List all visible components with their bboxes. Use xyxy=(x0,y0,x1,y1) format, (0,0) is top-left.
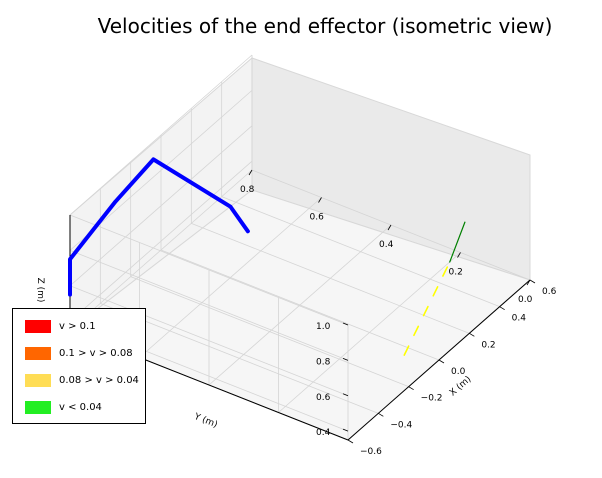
grid-line-y-floor-1 xyxy=(278,252,461,413)
z-tick-mark-0 xyxy=(342,428,349,432)
legend-label-yellow: 0.08 > v > 0.04 xyxy=(59,374,139,386)
legend-swatch-red xyxy=(25,319,51,333)
x-tick-mark-4 xyxy=(469,332,475,337)
y-tick-mark-0 xyxy=(526,279,531,286)
x-tick-mark-2 xyxy=(408,386,414,391)
grid-line-z-wallL-3 xyxy=(69,214,349,326)
z-tick-mark-2 xyxy=(342,358,349,361)
z-tick-mark-1 xyxy=(342,393,349,397)
z-tick-label-2: 0.8 xyxy=(316,357,331,367)
chart-legend: v > 0.1 0.1 > v > 0.08 0.08 > v > 0.04 v… xyxy=(12,308,146,424)
x-tick-mark-6 xyxy=(529,279,536,284)
x-tick-mark-1 xyxy=(378,412,384,417)
x-tick-mark-5 xyxy=(499,306,505,311)
z-axis-label: Z (m) xyxy=(35,278,45,303)
legend-item-orange: 0.1 > v > 0.08 xyxy=(25,346,133,360)
x-tick-label-0: −0.6 xyxy=(360,447,382,457)
x-tick-label-1: −0.4 xyxy=(390,420,412,430)
x-tick-label-2: −0.2 xyxy=(421,394,443,404)
z-tick-label-3: 1.0 xyxy=(316,322,331,332)
series-line-0 xyxy=(68,157,250,297)
y-tick-labels: 0.0 0.2 0.4 0.6 0.8 xyxy=(240,169,533,305)
z-tick-mark-3 xyxy=(342,322,349,326)
legend-item-green: v < 0.04 xyxy=(25,400,102,414)
chart-title: Velocities of the end effector (isometri… xyxy=(98,14,553,38)
y-tick-label-1: 0.2 xyxy=(449,268,463,278)
x-tick-mark-0 xyxy=(347,439,354,444)
grid-line-z-wallR-1 xyxy=(69,125,253,287)
y-tick-label-4: 0.8 xyxy=(240,185,255,195)
legend-swatch-yellow xyxy=(25,373,51,387)
grid-line-z-wallL-2 xyxy=(69,250,349,361)
y-tick-mark-2 xyxy=(387,224,392,231)
y-axis-label: Y (m) xyxy=(192,412,219,431)
x-axis-label: X (m) xyxy=(448,375,473,399)
grid-line-z-wallR-0 xyxy=(69,160,253,322)
x-tick-label-5: 0.4 xyxy=(512,314,527,324)
x-tick-label-4: 0.2 xyxy=(481,340,495,350)
legend-label-orange: 0.1 > v > 0.08 xyxy=(59,347,133,359)
x-tick-labels: −0.6 −0.4 −0.2 0.0 0.2 0.4 0.6 xyxy=(347,279,557,457)
grid-line-z-wallL-1 xyxy=(69,285,349,397)
z-tick-label-0: 0.4 xyxy=(316,428,331,438)
grid-line-y-floor-3 xyxy=(139,197,322,358)
z-tick-label-1: 0.6 xyxy=(316,393,331,403)
series-line-2 xyxy=(449,221,466,263)
y-tick-label-3: 0.6 xyxy=(310,213,325,223)
y-tick-mark-4 xyxy=(248,169,253,176)
grid-line-y-floor-2 xyxy=(208,224,392,386)
z-tick-labels: 0.4 0.6 0.8 1.0 xyxy=(316,322,349,438)
legend-swatch-green xyxy=(25,400,51,414)
legend-label-red: v > 0.1 xyxy=(59,320,96,332)
grid-line-z-wallR-3 xyxy=(69,54,253,216)
x-tick-mark-3 xyxy=(438,359,445,364)
chart-series xyxy=(68,157,466,356)
y-tick-mark-3 xyxy=(318,197,322,203)
legend-item-red: v > 0.1 xyxy=(25,319,96,333)
legend-label-green: v < 0.04 xyxy=(59,401,102,413)
y-tick-label-2: 0.4 xyxy=(379,240,394,250)
series-line-1 xyxy=(403,261,451,356)
legend-item-yellow: 0.08 > v > 0.04 xyxy=(25,373,139,387)
x-tick-label-3: 0.0 xyxy=(451,367,466,377)
x-tick-label-6: 0.6 xyxy=(542,287,557,297)
y-tick-mark-1 xyxy=(457,252,461,258)
y-tick-label-0: 0.0 xyxy=(518,295,533,305)
legend-swatch-orange xyxy=(25,346,51,360)
